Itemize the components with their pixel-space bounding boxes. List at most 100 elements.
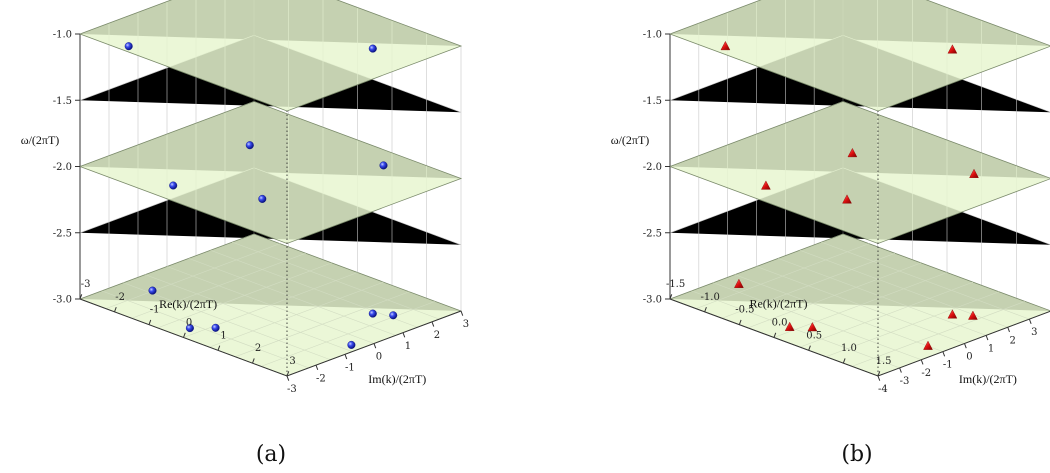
floor-gridline bbox=[235, 291, 410, 358]
y-tick-label: -1 bbox=[943, 360, 953, 371]
x-tick-label: -1.5 bbox=[666, 279, 685, 290]
data-point bbox=[347, 340, 356, 349]
y-tick-label: 1 bbox=[988, 344, 994, 355]
y-tick bbox=[286, 375, 290, 381]
y-tick-label: 1 bbox=[405, 341, 411, 352]
y-tick-label: -4 bbox=[878, 384, 888, 395]
panel-b-caption: (b) bbox=[841, 442, 872, 467]
y-tick bbox=[877, 375, 881, 381]
floor-gridline bbox=[188, 258, 396, 336]
x-tick bbox=[217, 345, 221, 351]
x-tick bbox=[773, 332, 777, 338]
y-tick bbox=[373, 343, 377, 349]
data-point bbox=[379, 161, 388, 170]
x-tick-label: 0.5 bbox=[806, 330, 822, 341]
y-tick-label: 0 bbox=[376, 352, 382, 363]
x-tick-label: 2 bbox=[255, 343, 261, 354]
x-tick-label: -1.0 bbox=[701, 292, 720, 303]
data-point bbox=[947, 309, 958, 319]
y-tick bbox=[942, 351, 946, 357]
x-tick bbox=[808, 345, 811, 351]
floor-gridline bbox=[232, 241, 440, 320]
x-tick-label: 0 bbox=[186, 318, 192, 329]
y-axis-label: Im(k)/(2πT) bbox=[368, 372, 426, 386]
z-axis-label: ω/(2πT) bbox=[21, 133, 60, 147]
omega-plane bbox=[668, 101, 1050, 244]
z-tick-label: -1.0 bbox=[53, 30, 72, 41]
y-tick-label: -1 bbox=[345, 362, 355, 373]
y-tick bbox=[431, 321, 435, 327]
data-point bbox=[211, 323, 220, 332]
y-tick-label: -3 bbox=[287, 384, 297, 395]
floor-front-edge bbox=[79, 298, 462, 377]
data-point bbox=[947, 44, 958, 54]
x-tick-label: 1 bbox=[220, 330, 226, 341]
data-point bbox=[258, 194, 267, 203]
data-point bbox=[124, 42, 133, 51]
x-axis-label: Re(k)/(2πT) bbox=[749, 297, 807, 311]
y-tick-label: 3 bbox=[1031, 327, 1037, 338]
floor-gridline bbox=[778, 258, 987, 336]
floor-gridline bbox=[210, 249, 418, 328]
x-tick bbox=[842, 358, 846, 364]
y-tick-label: 2 bbox=[434, 330, 440, 341]
z-axis-label: ω/(2πT) bbox=[611, 133, 650, 147]
y-tick bbox=[460, 310, 464, 316]
x-tick bbox=[877, 371, 881, 377]
data-point bbox=[368, 309, 377, 318]
y-tick bbox=[344, 354, 348, 360]
y-tick-label: -2 bbox=[316, 373, 326, 384]
data-point bbox=[784, 321, 795, 331]
data-point bbox=[245, 141, 254, 150]
omega-plane bbox=[78, 101, 463, 244]
floor-front-edge bbox=[669, 298, 1050, 377]
floor-gridline bbox=[756, 266, 965, 344]
x-tick bbox=[704, 306, 707, 313]
z-tick-label: -2.0 bbox=[53, 162, 72, 173]
x-tick bbox=[738, 319, 742, 325]
x-tick bbox=[183, 332, 186, 338]
x-axis-label: Re(k)/(2πT) bbox=[159, 297, 217, 311]
panel-a-caption: (a) bbox=[256, 442, 286, 467]
data-point bbox=[761, 180, 771, 190]
x-tick-label: -0.5 bbox=[735, 305, 754, 316]
x-tick bbox=[669, 294, 673, 300]
y-tick bbox=[964, 343, 967, 349]
y-tick bbox=[899, 367, 902, 373]
x-tick bbox=[79, 294, 83, 300]
floor-gridline bbox=[261, 301, 436, 367]
z-tick-label: -2.5 bbox=[643, 228, 662, 239]
z-tick-label: -3.0 bbox=[53, 295, 72, 306]
y-tick-label: -2 bbox=[921, 368, 931, 379]
x-tick-label: -1 bbox=[150, 305, 160, 316]
floor-gridline bbox=[851, 301, 1026, 367]
panel-b: -1.0 -1.5 -2.0 -2.5 -3.0 ω/(2πT) -1.5 -1.0 -0.5 0… bbox=[611, 0, 1050, 395]
data-point bbox=[847, 147, 858, 158]
z-tick-label: -1.0 bbox=[643, 30, 662, 41]
data-point bbox=[368, 44, 377, 53]
data-point bbox=[169, 181, 178, 190]
x-tick-label: 1.0 bbox=[841, 343, 857, 354]
y-tick bbox=[315, 364, 319, 371]
data-point bbox=[389, 311, 398, 320]
data-point bbox=[969, 168, 979, 178]
data-point bbox=[807, 322, 818, 332]
floor-gridline bbox=[825, 291, 1000, 358]
y-tick bbox=[1028, 318, 1032, 324]
floor-gridline bbox=[209, 281, 384, 348]
y-tick-label: 3 bbox=[463, 319, 469, 330]
y-tick-label: 0 bbox=[966, 352, 972, 363]
x-tick bbox=[148, 319, 152, 325]
floor-gridline bbox=[799, 281, 974, 348]
y-tick bbox=[985, 335, 989, 341]
y-tick bbox=[402, 332, 406, 338]
x-tick-label: -3 bbox=[81, 279, 91, 290]
z-tick-label: -1.5 bbox=[53, 96, 72, 107]
y-tick-label: 2 bbox=[1010, 335, 1016, 346]
data-point bbox=[148, 286, 157, 295]
y-tick bbox=[920, 359, 924, 365]
floor-gridline bbox=[821, 241, 1030, 320]
x-tick-label: 0.0 bbox=[772, 318, 788, 329]
z-tick-label: -2.0 bbox=[643, 162, 662, 173]
